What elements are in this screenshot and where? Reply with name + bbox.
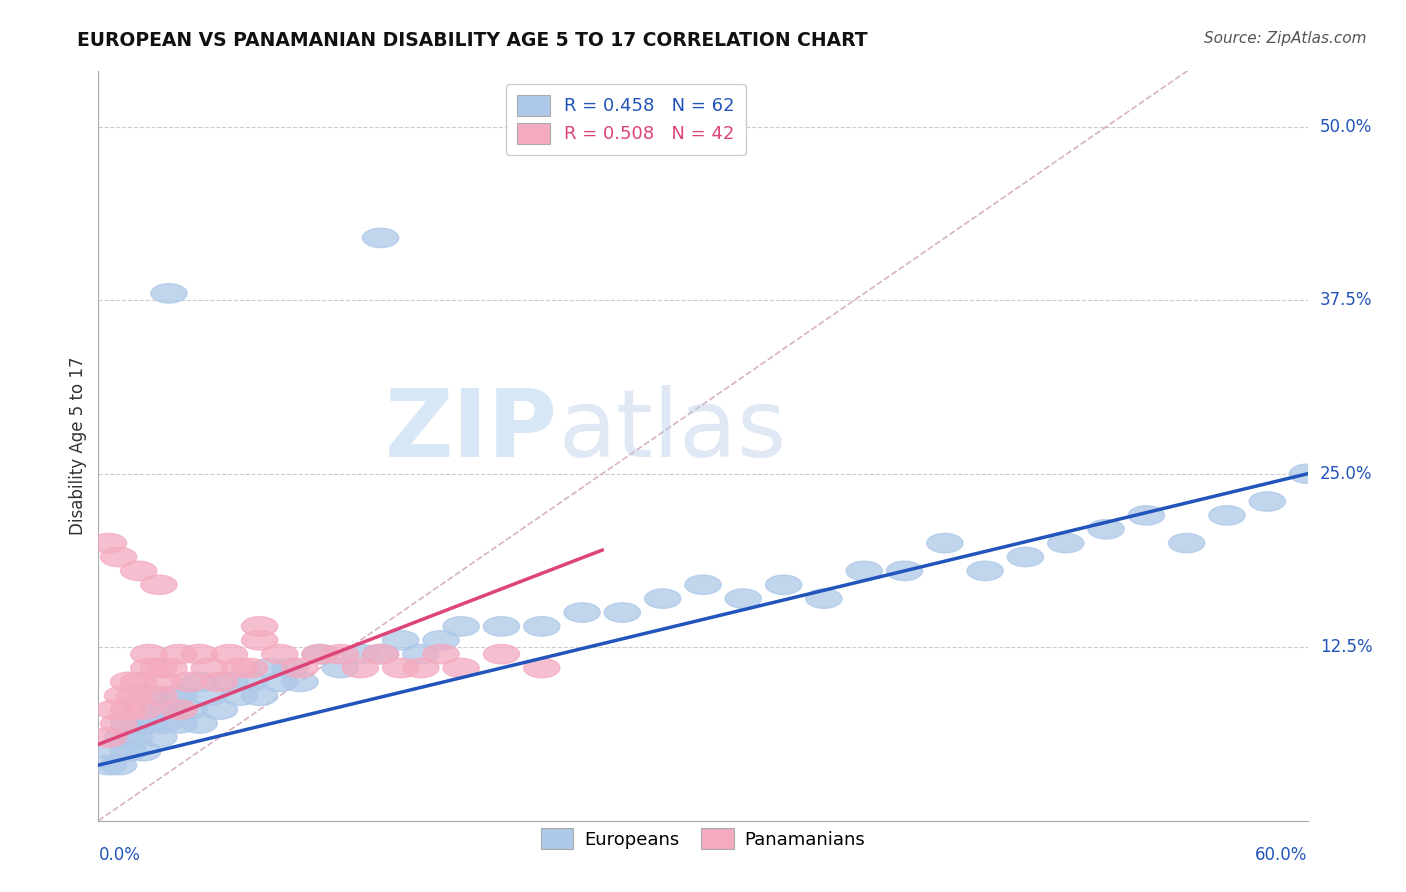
Text: ZIP: ZIP xyxy=(385,385,558,477)
Text: 12.5%: 12.5% xyxy=(1320,638,1372,657)
Text: 0.0%: 0.0% xyxy=(98,846,141,863)
Text: Source: ZipAtlas.com: Source: ZipAtlas.com xyxy=(1204,31,1367,46)
Text: 25.0%: 25.0% xyxy=(1320,465,1372,483)
Text: 50.0%: 50.0% xyxy=(1320,118,1372,136)
Text: atlas: atlas xyxy=(558,385,786,477)
Text: 37.5%: 37.5% xyxy=(1320,292,1372,310)
Text: 60.0%: 60.0% xyxy=(1256,846,1308,863)
Text: EUROPEAN VS PANAMANIAN DISABILITY AGE 5 TO 17 CORRELATION CHART: EUROPEAN VS PANAMANIAN DISABILITY AGE 5 … xyxy=(77,31,868,50)
Legend: Europeans, Panamanians: Europeans, Panamanians xyxy=(534,822,872,856)
Y-axis label: Disability Age 5 to 17: Disability Age 5 to 17 xyxy=(69,357,87,535)
